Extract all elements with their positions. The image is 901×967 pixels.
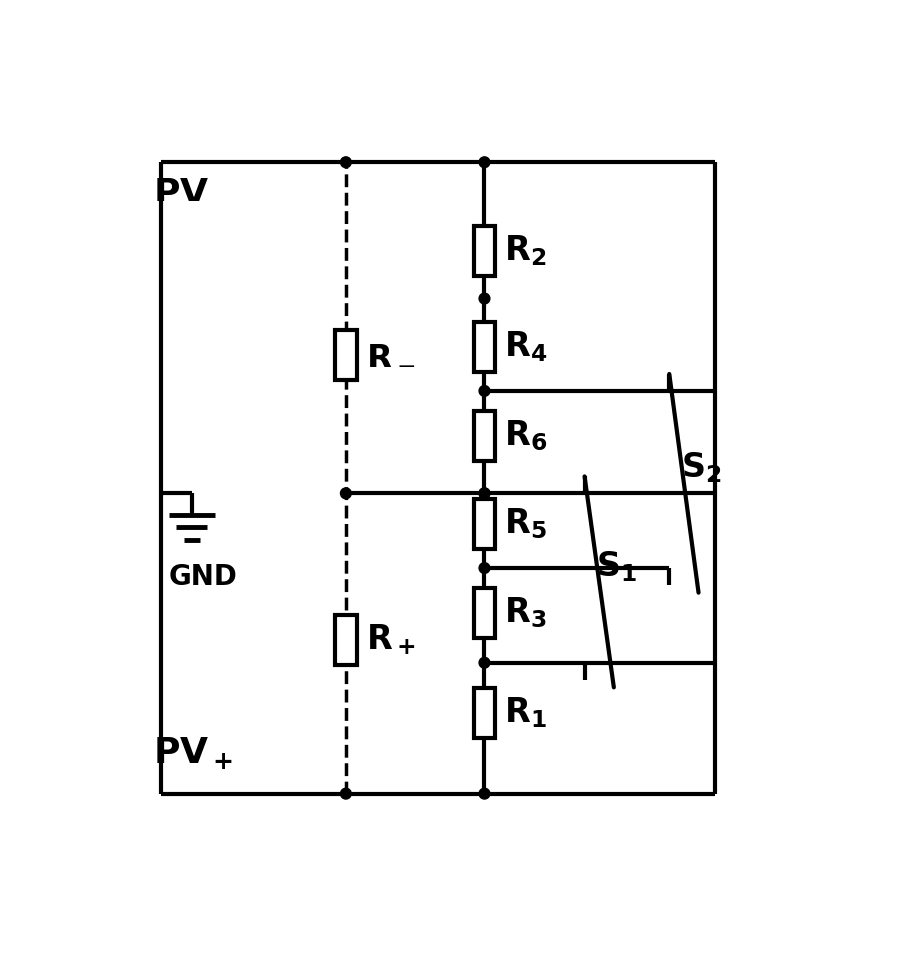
Circle shape [479, 157, 490, 167]
Text: $\mathbf{R_4}$: $\mathbf{R_4}$ [505, 330, 548, 365]
Circle shape [479, 563, 490, 573]
Circle shape [341, 488, 351, 499]
Text: $\mathbf{S_1}$: $\mathbf{S_1}$ [596, 549, 637, 584]
Circle shape [479, 293, 490, 304]
Bar [335, 330, 357, 380]
Bar [474, 322, 496, 372]
Bar [335, 615, 357, 664]
Bar [474, 225, 496, 276]
Circle shape [479, 658, 490, 668]
Text: $\mathbf{PV_-}$: $\mathbf{PV_-}$ [153, 170, 233, 205]
Bar [474, 411, 496, 460]
Text: $\mathbf{R_6}$: $\mathbf{R_6}$ [505, 419, 548, 453]
Text: $\mathbf{R_3}$: $\mathbf{R_3}$ [505, 596, 547, 630]
Bar [474, 588, 496, 637]
Bar [474, 499, 496, 549]
Text: $\mathbf{R_1}$: $\mathbf{R_1}$ [505, 695, 547, 730]
Circle shape [479, 488, 490, 499]
Circle shape [479, 488, 490, 499]
Text: $\mathbf{R_+}$: $\mathbf{R_+}$ [366, 623, 415, 657]
Text: GND: GND [168, 563, 238, 591]
Circle shape [479, 386, 490, 396]
Circle shape [479, 788, 490, 799]
Text: $\mathbf{R_2}$: $\mathbf{R_2}$ [505, 233, 547, 268]
Text: $\mathbf{R_5}$: $\mathbf{R_5}$ [505, 507, 547, 542]
Text: $\mathbf{PV_+}$: $\mathbf{PV_+}$ [153, 735, 233, 771]
Text: $\mathbf{R_-}$: $\mathbf{R_-}$ [366, 338, 415, 371]
Bar [474, 688, 496, 738]
Circle shape [341, 157, 351, 167]
Text: $\mathbf{S_2}$: $\mathbf{S_2}$ [681, 451, 722, 485]
Circle shape [341, 788, 351, 799]
